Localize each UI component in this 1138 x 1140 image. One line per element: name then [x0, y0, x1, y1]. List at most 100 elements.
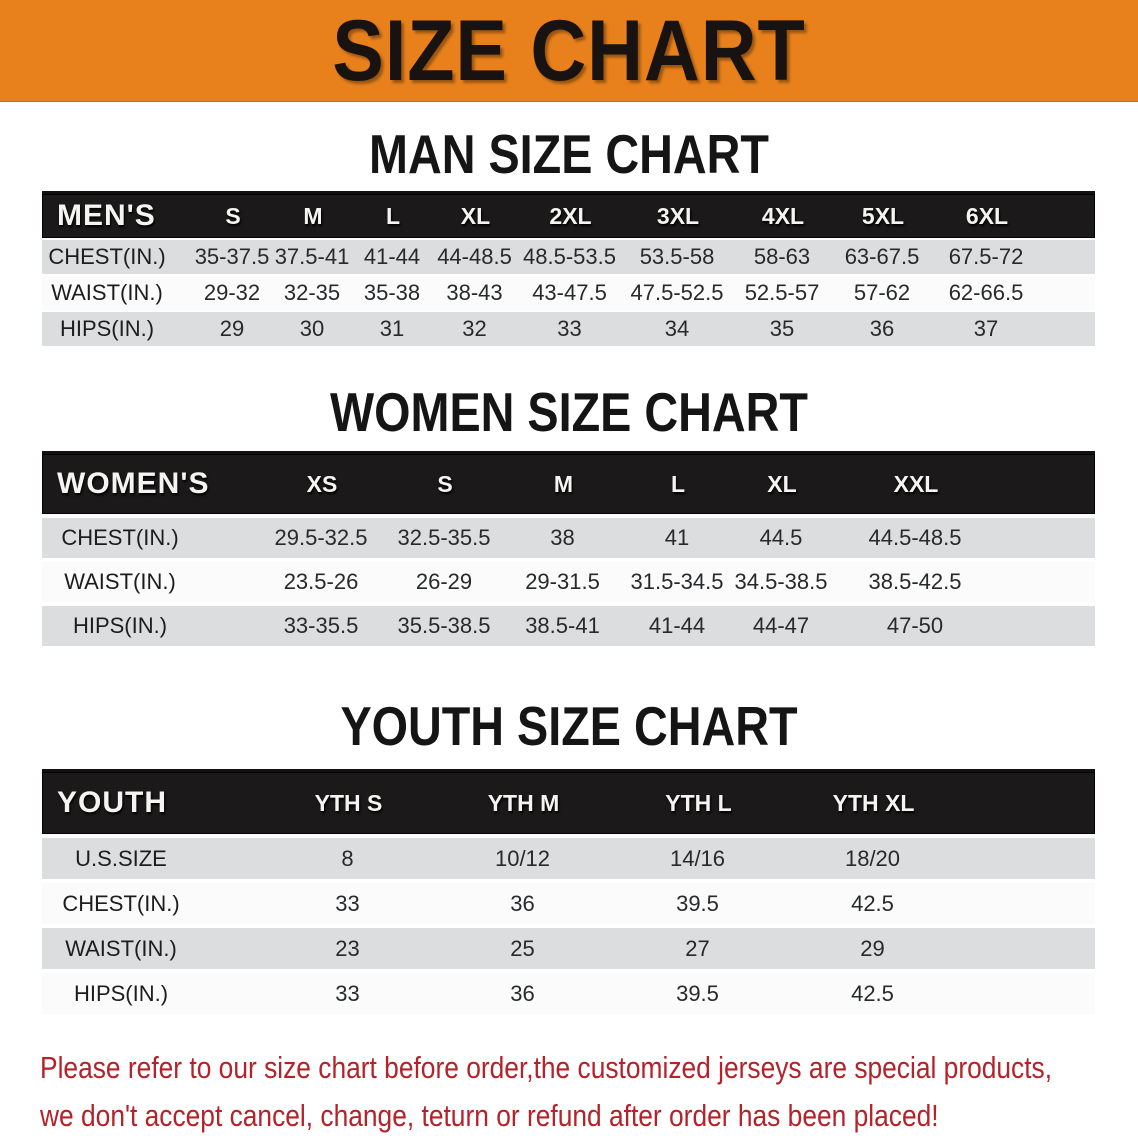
women-header-label: WOMEN'S: [57, 467, 210, 500]
size-cell: 57-62: [853, 280, 911, 305]
row-label: CHEST(IN.): [48, 244, 166, 269]
size-cell: 23.5-26: [283, 569, 359, 594]
women-section-heading: WOMEN SIZE CHART: [330, 381, 808, 443]
size-cell: 62-66.5: [948, 280, 1024, 305]
size-cell: 38.5-41: [525, 613, 600, 638]
men-header-cell-s: S: [225, 202, 241, 229]
size-cell: 27: [685, 935, 710, 961]
size-cell: 67.5-72: [948, 244, 1024, 269]
size-cell: 34: [664, 316, 690, 341]
size-cell: 53.5-58: [639, 244, 715, 269]
women-table-header-row: WOMEN'S XS S M L XL XXL: [42, 454, 1095, 514]
footer-line-2: we don't accept cancel, change, teturn o…: [40, 1098, 939, 1133]
size-cell: 33: [335, 980, 360, 1006]
size-cell: 58-63: [753, 244, 811, 269]
size-cell: 36: [869, 316, 895, 341]
size-cell: 23: [335, 935, 360, 961]
size-cell: 44.5: [759, 525, 803, 550]
size-cell: 30: [299, 316, 325, 341]
size-cell: 33: [557, 316, 582, 341]
size-cell: 42.5: [851, 980, 894, 1006]
women-header-cell-l: L: [670, 470, 686, 497]
row-label: U.S.SIZE: [75, 845, 167, 871]
youth-header-cell-m: YTH M: [487, 789, 560, 816]
size-cell: 41-44: [648, 613, 706, 638]
men-header-cell-5xl: 5XL: [861, 202, 905, 229]
size-cell: 42.5: [851, 890, 894, 916]
size-cell: 32: [462, 316, 487, 341]
women-header-cell-xs: XS: [306, 470, 338, 497]
size-cell: 33-35.5: [283, 613, 359, 638]
size-cell: 33: [335, 890, 360, 916]
women-size-table: WOMEN'S XS S M L XL XXL CHEST(IN.) 29.5-…: [42, 454, 1095, 646]
women-header-cell-m: M: [553, 470, 574, 497]
size-cell: 38: [550, 525, 575, 550]
women-header-cell-xl: XL: [767, 470, 797, 497]
youth-header-cell-s: YTH S: [314, 789, 383, 816]
men-header-cell-6xl: 6XL: [965, 202, 1009, 229]
youth-table-header-row: YOUTH YTH S YTH M YTH L YTH XL: [42, 772, 1095, 834]
men-table-header-row: MEN'S S M L XL 2XL 3XL 4XL 5XL 6XL: [42, 194, 1095, 238]
size-cell: 29-31.5: [525, 569, 600, 594]
size-cell: 26-29: [415, 569, 473, 594]
size-cell: 38-43: [446, 280, 503, 305]
size-cell: 29-32: [203, 280, 261, 305]
men-header-cell-2xl: 2XL: [549, 202, 592, 229]
size-cell: 31.5-34.5: [630, 569, 724, 594]
men-section-heading: MAN SIZE CHART: [369, 123, 769, 185]
men-hips-row: HIPS(IN.) 29 30 31 32 33 34 35 36 37: [42, 312, 1095, 346]
size-cell: 29: [219, 316, 245, 341]
size-cell: 38.5-42.5: [868, 569, 962, 594]
men-header-cell-l: L: [385, 202, 401, 229]
youth-hips-row: HIPS(IN.) 33 36 39.5 42.5: [42, 973, 1095, 1014]
size-cell: 44.5-48.5: [868, 525, 962, 550]
size-cell: 37.5-41: [274, 244, 350, 269]
size-cell: 44-48.5: [437, 244, 512, 269]
size-cell: 29.5-32.5: [274, 525, 368, 550]
youth-ussize-row: U.S.SIZE 8 10/12 14/16 18/20: [42, 838, 1095, 879]
size-cell: 31: [379, 316, 405, 341]
size-cell: 25: [510, 935, 535, 961]
size-cell: 35-37.5: [194, 244, 270, 269]
size-cell: 39.5: [676, 890, 719, 916]
youth-waist-row: WAIST(IN.) 23 25 27 29: [42, 928, 1095, 969]
size-cell: 10/12: [494, 845, 551, 871]
youth-header-label: YOUTH: [57, 786, 167, 819]
row-label: WAIST(IN.): [51, 280, 163, 305]
size-cell: 35.5-38.5: [397, 613, 491, 638]
row-label: CHEST(IN.): [61, 525, 179, 550]
size-cell: 35-38: [363, 280, 421, 305]
size-cell: 47-50: [886, 613, 944, 638]
size-cell: 43-47.5: [532, 280, 607, 305]
size-cell: 63-67.5: [844, 244, 920, 269]
size-cell: 44-47: [752, 613, 810, 638]
men-header-label: MEN'S: [57, 199, 156, 232]
footer-line-1: Please refer to our size chart before or…: [40, 1050, 1053, 1085]
size-cell: 41: [664, 525, 690, 550]
men-header-cell-m: M: [303, 202, 323, 229]
women-hips-row: HIPS(IN.) 33-35.5 35.5-38.5 38.5-41 41-4…: [42, 606, 1095, 646]
men-header-cell-4xl: 4XL: [761, 202, 805, 229]
size-cell: 8: [341, 845, 354, 871]
women-header-cell-s: S: [437, 470, 453, 497]
youth-size-table: YOUTH YTH S YTH M YTH L YTH XL U.S.SIZE …: [42, 772, 1095, 1014]
size-cell: 52.5-57: [744, 280, 820, 305]
size-cell: 37: [973, 316, 999, 341]
footer-disclaimer: Please refer to our size chart before or…: [40, 1044, 1138, 1140]
youth-header-cell-l: YTH L: [665, 789, 732, 816]
women-waist-row: WAIST(IN.) 23.5-26 26-29 29-31.5 31.5-34…: [42, 562, 1095, 602]
row-label: HIPS(IN.): [73, 980, 169, 1006]
size-cell: 39.5: [676, 980, 719, 1006]
row-label: HIPS(IN.): [72, 613, 168, 638]
size-cell: 48.5-53.5: [523, 244, 616, 269]
size-cell: 32-35: [283, 280, 341, 305]
size-cell: 36: [510, 980, 535, 1006]
size-cell: 29: [860, 935, 885, 961]
men-waist-row: WAIST(IN.) 29-32 32-35 35-38 38-43 43-47…: [42, 276, 1095, 310]
size-cell: 35: [769, 316, 795, 341]
banner-title: SIZE CHART: [332, 2, 806, 99]
banner: SIZE CHART: [0, 0, 1138, 102]
row-label: HIPS(IN.): [59, 316, 155, 341]
women-header-cell-xxl: XXL: [893, 470, 939, 497]
